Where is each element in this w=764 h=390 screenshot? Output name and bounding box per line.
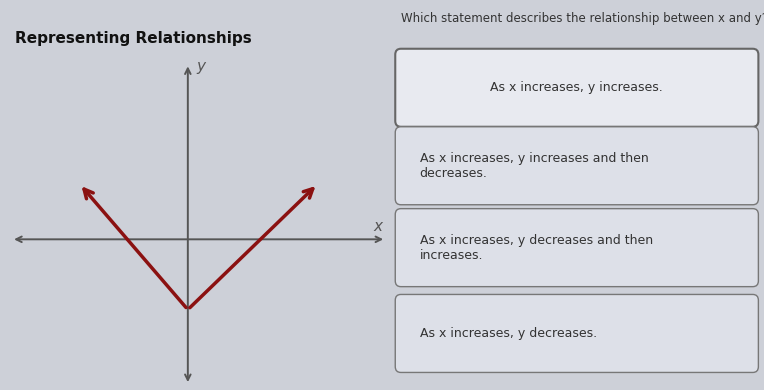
Text: As x increases, y increases.: As x increases, y increases. [490,81,663,94]
Text: y: y [196,58,206,74]
Text: As x increases, y decreases.: As x increases, y decreases. [419,327,597,340]
Text: As x increases, y increases and then
decreases.: As x increases, y increases and then dec… [419,152,649,180]
FancyBboxPatch shape [395,209,759,287]
FancyBboxPatch shape [395,49,759,127]
FancyBboxPatch shape [395,127,759,205]
Text: Representing Relationships: Representing Relationships [15,30,252,46]
Text: As x increases, y decreases and then
increases.: As x increases, y decreases and then inc… [419,234,652,262]
Text: Which statement describes the relationship between x and y?: Which statement describes the relationsh… [401,12,764,25]
FancyBboxPatch shape [395,294,759,372]
Text: x: x [374,219,383,234]
